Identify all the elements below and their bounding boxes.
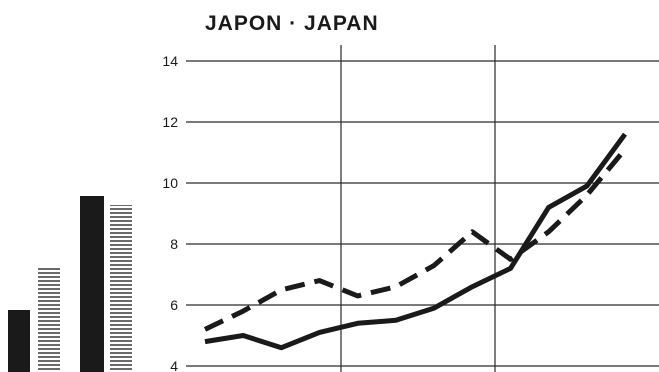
y-tick-label-6: 6: [170, 297, 178, 313]
side-bar-solid-1: [8, 310, 30, 372]
side-bar-hatched-2: [110, 205, 132, 372]
chart-title: JAPON · JAPAN: [205, 12, 379, 35]
y-tick-label-12: 12: [162, 114, 178, 130]
side-bar-hatched-1: [38, 268, 60, 372]
y-tick-label-14: 14: [162, 53, 178, 69]
y-tick-label-10: 10: [162, 175, 178, 191]
y-axis-tick-labels: 4 6 8 10 12 14: [162, 53, 178, 372]
side-bar-solid-2: [80, 196, 104, 372]
series-line-dashed: [203, 147, 627, 332]
series-lines: [203, 132, 628, 351]
y-tick-label-8: 8: [170, 236, 178, 252]
side-bars-decoration: [8, 196, 132, 372]
series-line-solid: [204, 132, 628, 351]
y-tick-label-4: 4: [170, 358, 178, 372]
grid-lines: [186, 45, 659, 372]
